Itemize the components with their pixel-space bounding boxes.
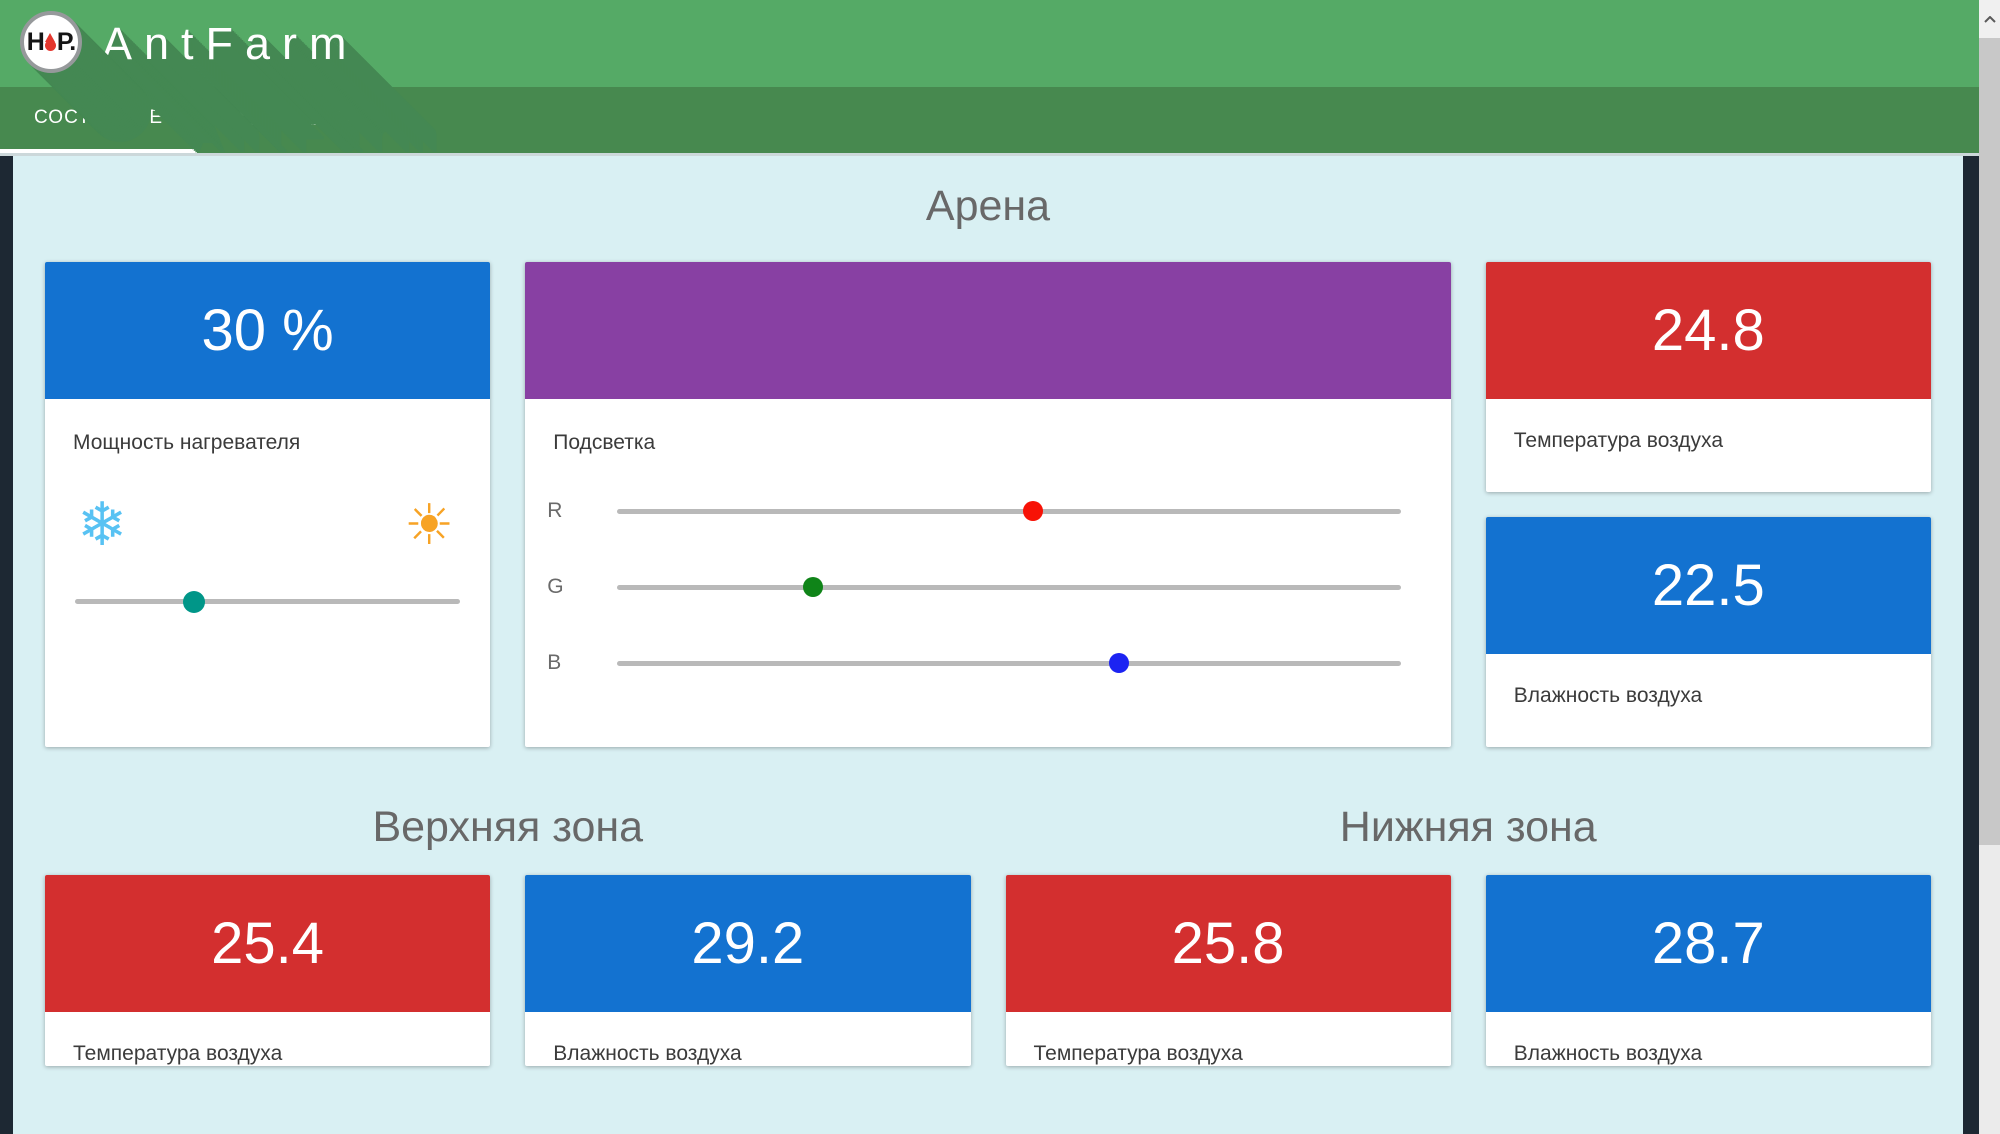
brand-logo[interactable]: H P. [20, 11, 82, 73]
scrollbar[interactable] [1979, 0, 2000, 1134]
tab-state[interactable]: СОСТОЯНИЕ [0, 87, 198, 153]
lower-humidity-label: Влажность воздуха [1513, 1042, 1703, 1065]
heater-label: Мощность нагревателя [73, 431, 301, 454]
slider-row-blue: B [525, 625, 1451, 701]
backlight-card: Подсветка R G B [525, 262, 1451, 747]
green-channel-label: G [547, 575, 564, 598]
blue-slider-track[interactable] [617, 653, 1401, 673]
zone-cards: 25.4 Температура воздуха 29.2 Влажность … [45, 875, 1931, 1066]
scrollbar-thumb[interactable] [1979, 38, 2000, 845]
red-slider-track[interactable] [617, 501, 1401, 521]
ant-drop-icon [44, 33, 56, 51]
snowflake-icon: ❄ [77, 491, 128, 558]
upper-temperature-label: Температура воздуха [73, 1042, 283, 1065]
arena-air-humidity-card: 22.5 Влажность воздуха [1485, 517, 1931, 747]
chevron-up-icon [1983, 15, 1996, 23]
backlight-label: Подсветка [553, 431, 656, 454]
blue-slider-thumb[interactable] [1108, 653, 1129, 673]
lower-temperature-label: Температура воздуха [1033, 1042, 1243, 1065]
lower-zone-humidity-card: 28.7 Влажность воздуха [1485, 875, 1931, 1066]
slider-row-red: R [525, 473, 1451, 549]
heater-power-value: 30 % [45, 262, 491, 399]
lower-zone-temperature-card: 25.8 Температура воздуха [1005, 875, 1451, 1066]
app-title: AntFarm [102, 17, 359, 69]
air-humidity-value: 22.5 [1485, 517, 1931, 654]
scrollbar-up-button[interactable] [1979, 0, 2000, 38]
green-slider-thumb[interactable] [803, 577, 824, 597]
air-temperature-value: 24.8 [1485, 262, 1931, 399]
air-humidity-label: Влажность воздуха [1513, 684, 1703, 707]
top-bar: H P. AntFarm [0, 0, 1979, 87]
upper-zone-humidity-card: 29.2 Влажность воздуха [525, 875, 971, 1066]
arena-grid: 24.8 Температура воздуха Подсветка R G [45, 262, 1931, 747]
air-temperature-label: Температура воздуха [1513, 429, 1724, 452]
blue-channel-label: B [547, 651, 562, 674]
sun-icon: ☀ [404, 493, 455, 556]
heater-slider-thumb[interactable] [183, 590, 206, 613]
upper-humidity-value: 29.2 [525, 875, 971, 1012]
arena-air-temperature-card: 24.8 Температура воздуха [1485, 262, 1931, 492]
app-header: H P. AntFarm СОСТОЯНИЕ ИЗОБРАЖЕНИЕ [0, 0, 1979, 156]
logo-letter-p: P. [56, 27, 76, 56]
green-slider-track[interactable] [617, 577, 1401, 597]
slider-row-green: G [525, 549, 1451, 625]
red-channel-label: R [547, 499, 563, 522]
heater-icons-row: ❄ ☀ [45, 455, 490, 555]
heater-card: 30 % Мощность нагревателя ❄ ☀ [45, 262, 491, 747]
logo-letter-h: H [26, 27, 45, 56]
upper-temperature-value: 25.4 [45, 875, 491, 1012]
upper-zone-title: Верхняя зона [372, 803, 644, 851]
upper-humidity-label: Влажность воздуха [553, 1042, 742, 1065]
lower-humidity-value: 28.7 [1485, 875, 1931, 1012]
tab-image[interactable]: ИЗОБРАЖЕНИЕ [231, 109, 389, 130]
dashboard: Арена 24.8 Температура воздуха Подсветка… [13, 156, 1963, 1134]
tab-bar: СОСТОЯНИЕ ИЗОБРАЖЕНИЕ [0, 87, 1979, 153]
rgb-sliders: R G B [525, 473, 1451, 701]
zone-titles: Верхняя зона Нижняя зона [45, 803, 1931, 851]
heater-slider-row [75, 590, 461, 613]
lower-zone-title: Нижняя зона [1339, 803, 1597, 851]
upper-zone-temperature-card: 25.4 Температура воздуха [45, 875, 491, 1066]
arena-section-title: Арена [925, 182, 1051, 230]
red-slider-thumb[interactable] [1022, 501, 1043, 521]
heater-slider-track[interactable] [75, 590, 461, 613]
lower-temperature-value: 25.8 [1005, 875, 1451, 1012]
backlight-color-preview [525, 262, 1451, 399]
